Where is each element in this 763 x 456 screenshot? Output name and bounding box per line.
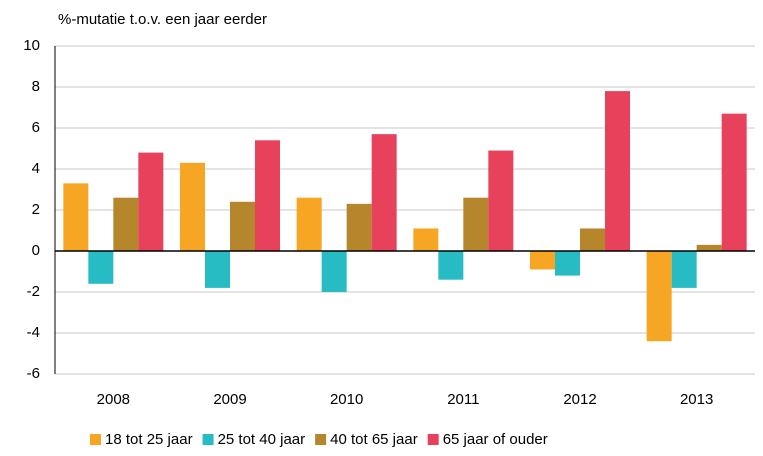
bar	[63, 183, 89, 251]
bar	[88, 251, 114, 284]
bar	[671, 251, 697, 288]
legend-label: 65 jaar of ouder	[443, 431, 548, 448]
bar	[530, 251, 555, 270]
bar	[371, 134, 397, 251]
legend-label: 18 tot 25 jaar	[105, 431, 193, 448]
x-tick-label: 2011	[447, 391, 479, 408]
bar	[296, 197, 322, 251]
chart-title: %-mutatie t.o.v. een jaar eerder	[58, 11, 267, 28]
bar	[488, 150, 514, 251]
legend-label: 25 tot 40 jaar	[218, 431, 306, 448]
bar	[138, 152, 164, 251]
x-tick-label: 2009	[213, 391, 246, 408]
x-tick-label: 2012	[563, 391, 596, 408]
y-tick-label: 6	[32, 119, 40, 136]
legend-swatch	[427, 434, 439, 445]
y-tick-label: -6	[27, 365, 40, 382]
x-tick-label: 2013	[680, 391, 713, 408]
bar	[321, 251, 347, 292]
bar	[180, 162, 205, 251]
y-tick-label: 2	[32, 201, 40, 218]
bar	[580, 228, 605, 251]
bar	[438, 251, 464, 280]
y-tick-label: 8	[32, 78, 40, 95]
bar	[555, 251, 580, 276]
y-tick-label: 0	[32, 242, 40, 259]
legend-label: 40 tot 65 jaar	[330, 431, 418, 448]
bar	[463, 197, 489, 251]
x-tick-label: 2010	[330, 391, 363, 408]
bar	[646, 251, 672, 342]
y-tick-label: -2	[27, 283, 40, 300]
legend-swatch	[202, 434, 214, 445]
bar	[413, 228, 439, 251]
bar	[696, 244, 722, 251]
bar	[605, 91, 630, 251]
bar	[205, 251, 230, 288]
y-tick-label: 10	[23, 37, 40, 54]
legend-swatch	[90, 434, 101, 445]
bar	[230, 201, 255, 251]
y-tick-label: -4	[27, 324, 40, 341]
x-tick-label: 2008	[97, 391, 130, 408]
bar	[255, 140, 280, 251]
legend-swatch	[315, 434, 327, 445]
bar	[113, 197, 139, 251]
y-tick-label: 4	[32, 160, 40, 177]
bar	[721, 113, 747, 252]
bar	[346, 203, 372, 251]
